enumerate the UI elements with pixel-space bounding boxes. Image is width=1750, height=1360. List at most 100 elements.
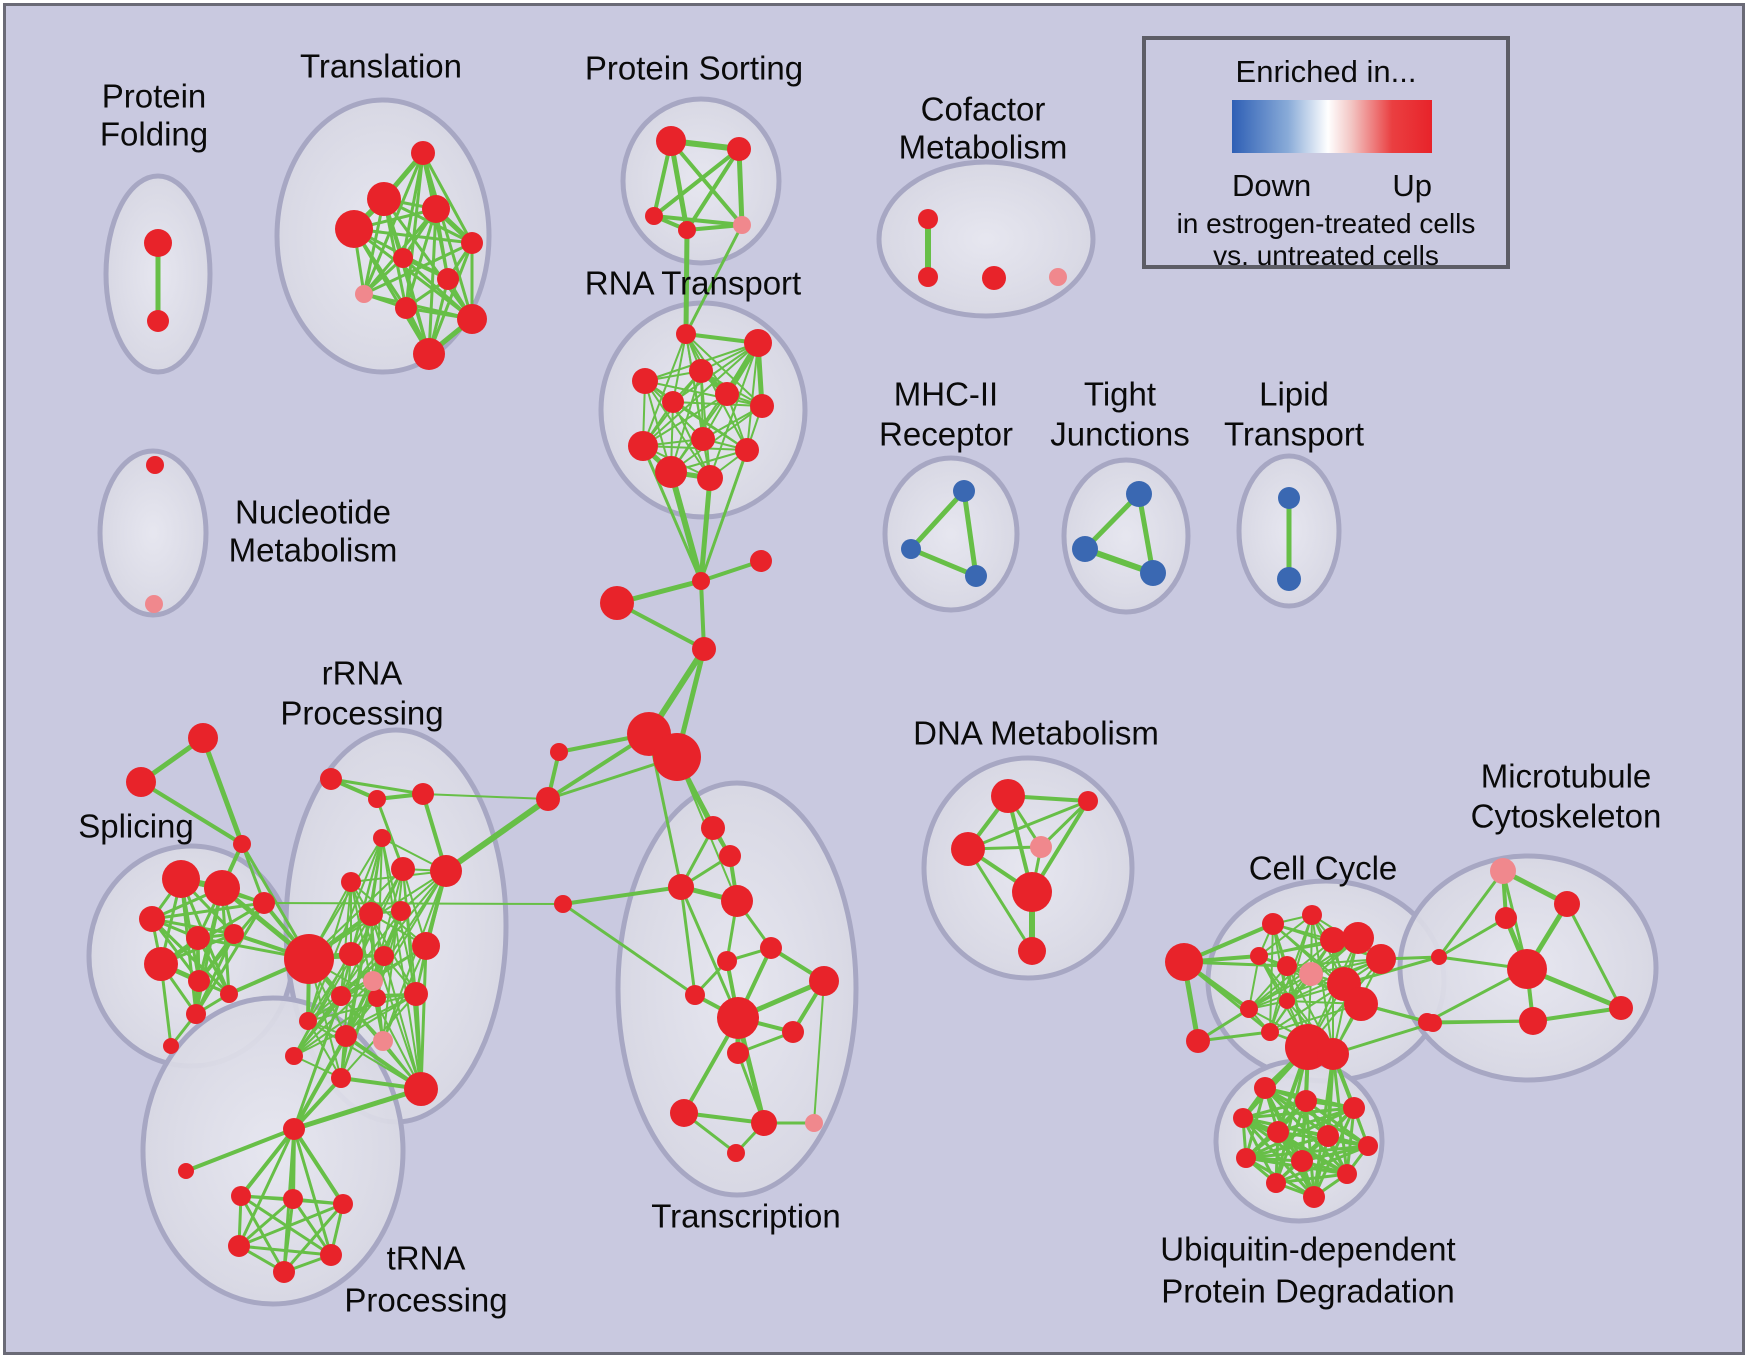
node-up[interactable]	[367, 182, 401, 216]
node-up[interactable]	[146, 456, 164, 474]
node-up[interactable]	[1519, 1007, 1547, 1035]
node-up[interactable]	[751, 1110, 777, 1136]
node-up[interactable]	[283, 1189, 303, 1209]
node-up[interactable]	[1267, 1121, 1289, 1143]
node-up[interactable]	[1320, 927, 1346, 953]
node-up[interactable]	[1261, 1023, 1279, 1041]
node-up[interactable]	[355, 285, 373, 303]
node-up[interactable]	[750, 394, 774, 418]
node-up[interactable]	[188, 970, 210, 992]
node-up[interactable]	[1343, 1097, 1365, 1119]
node-up[interactable]	[1431, 949, 1447, 965]
node-up[interactable]	[951, 832, 985, 866]
node-up[interactable]	[139, 906, 165, 932]
node-up[interactable]	[457, 304, 487, 334]
node-up[interactable]	[991, 779, 1025, 813]
node-up[interactable]	[1030, 836, 1052, 858]
node-up[interactable]	[1358, 1136, 1378, 1156]
node-up[interactable]	[273, 1261, 295, 1283]
node-up[interactable]	[368, 790, 386, 808]
node-up[interactable]	[339, 942, 363, 966]
node-up[interactable]	[333, 1194, 353, 1214]
node-up[interactable]	[918, 209, 938, 229]
node-up[interactable]	[163, 1038, 179, 1054]
node-up[interactable]	[437, 268, 459, 290]
node-up[interactable]	[1337, 1164, 1357, 1184]
node-up[interactable]	[1507, 949, 1547, 989]
node-up[interactable]	[760, 937, 782, 959]
node-up[interactable]	[1342, 922, 1374, 954]
node-up[interactable]	[1078, 791, 1098, 811]
node-up[interactable]	[727, 137, 751, 161]
node-up[interactable]	[1233, 1108, 1253, 1128]
node-up[interactable]	[341, 872, 361, 892]
node-up[interactable]	[1291, 1150, 1313, 1172]
node-up[interactable]	[727, 1144, 745, 1162]
node-up[interactable]	[645, 207, 663, 225]
node-up[interactable]	[1240, 1000, 1258, 1018]
node-up[interactable]	[145, 595, 163, 613]
node-up[interactable]	[1554, 891, 1580, 917]
node-up[interactable]	[656, 126, 686, 156]
node-down[interactable]	[953, 480, 975, 502]
node-down[interactable]	[901, 539, 921, 559]
node-up[interactable]	[178, 1163, 194, 1179]
node-up[interactable]	[374, 946, 394, 966]
node-up[interactable]	[1317, 1038, 1349, 1070]
node-up[interactable]	[1495, 907, 1517, 929]
node-up[interactable]	[719, 845, 741, 867]
node-up[interactable]	[727, 1042, 749, 1064]
node-up[interactable]	[697, 465, 723, 491]
node-up[interactable]	[685, 985, 705, 1005]
node-up[interactable]	[1186, 1029, 1210, 1053]
node-up[interactable]	[147, 310, 169, 332]
node-up[interactable]	[715, 382, 739, 406]
node-up[interactable]	[320, 768, 342, 790]
node-up[interactable]	[735, 438, 759, 462]
node-up[interactable]	[368, 989, 386, 1007]
node-up[interactable]	[335, 1025, 357, 1047]
node-up[interactable]	[1299, 962, 1323, 986]
node-up[interactable]	[1018, 937, 1046, 965]
node-up[interactable]	[676, 324, 696, 344]
node-up[interactable]	[233, 835, 251, 853]
node-up[interactable]	[1344, 987, 1378, 1021]
node-up[interactable]	[554, 895, 572, 913]
node-up[interactable]	[1303, 1186, 1325, 1208]
node-up[interactable]	[1266, 1173, 1286, 1193]
node-up[interactable]	[224, 924, 244, 944]
node-up[interactable]	[918, 267, 938, 287]
node-up[interactable]	[1165, 943, 1203, 981]
node-up[interactable]	[331, 986, 351, 1006]
node-up[interactable]	[1279, 993, 1295, 1009]
node-up[interactable]	[373, 829, 391, 847]
node-up[interactable]	[162, 860, 200, 898]
node-up[interactable]	[283, 1118, 305, 1140]
node-up[interactable]	[299, 1012, 317, 1030]
node-up[interactable]	[628, 431, 658, 461]
node-up[interactable]	[395, 297, 417, 319]
node-up[interactable]	[126, 767, 156, 797]
node-up[interactable]	[1254, 1077, 1276, 1099]
node-up[interactable]	[1490, 858, 1516, 884]
node-up[interactable]	[662, 391, 684, 413]
node-up[interactable]	[536, 787, 560, 811]
node-up[interactable]	[655, 456, 687, 488]
node-up[interactable]	[220, 985, 238, 1003]
node-down[interactable]	[1278, 487, 1300, 509]
node-up[interactable]	[678, 221, 696, 239]
node-up[interactable]	[186, 1004, 206, 1024]
node-up[interactable]	[1302, 905, 1322, 925]
node-up[interactable]	[782, 1021, 804, 1043]
node-up[interactable]	[188, 723, 218, 753]
node-up[interactable]	[404, 1072, 438, 1106]
node-up[interactable]	[550, 743, 568, 761]
node-up[interactable]	[1295, 1090, 1317, 1112]
node-up[interactable]	[1236, 1148, 1256, 1168]
node-up[interactable]	[744, 329, 772, 357]
node-up[interactable]	[253, 892, 275, 914]
node-up[interactable]	[717, 951, 737, 971]
node-down[interactable]	[1140, 560, 1166, 586]
node-up[interactable]	[600, 586, 634, 620]
node-up[interactable]	[750, 550, 772, 572]
